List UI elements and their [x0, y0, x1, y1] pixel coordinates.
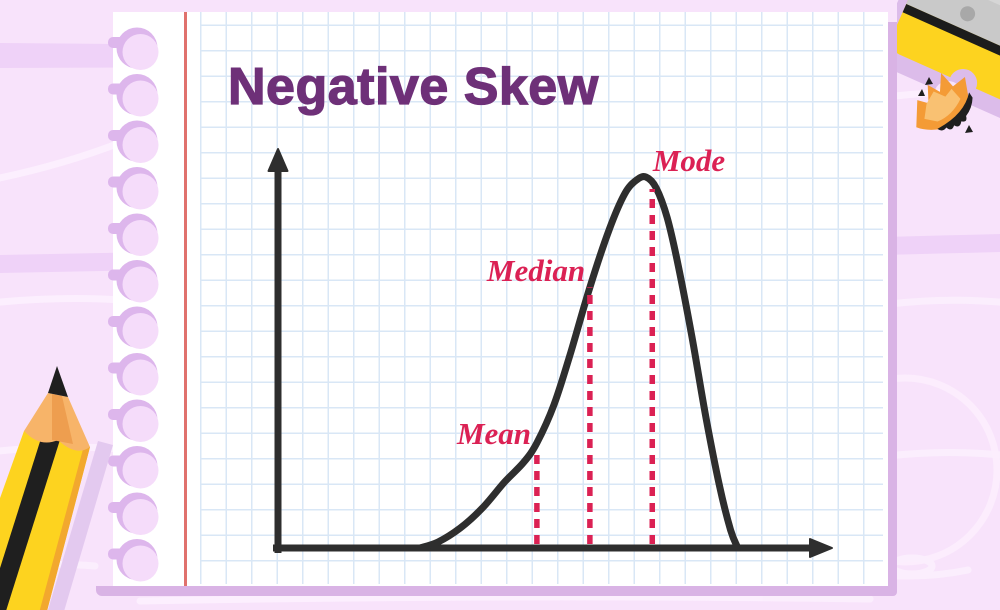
pencil-body	[0, 431, 90, 610]
sharpener-plate	[906, 0, 1000, 66]
spiral-ring-hole	[122, 359, 159, 396]
background-squiggle	[0, 295, 126, 306]
shaving-speck	[925, 77, 933, 85]
margin-line	[184, 12, 187, 586]
x-axis-arrow-icon	[809, 538, 833, 558]
label-median: Median	[486, 253, 585, 288]
sharpener-screw-icon	[960, 6, 976, 22]
pencil-wood-stripe	[52, 394, 73, 444]
label-mode: Mode	[652, 143, 726, 178]
spiral-ring-hole	[122, 127, 159, 163]
shaving-edge	[937, 92, 973, 131]
pencil-stripe	[0, 435, 60, 610]
spiral-ring-hole	[122, 80, 159, 117]
spiral-ring-hole	[122, 266, 159, 303]
label-mean: Mean	[456, 416, 531, 451]
pencil-shaving-icon	[916, 72, 973, 133]
y-axis-arrow-icon	[267, 148, 289, 172]
paper-shadow-bottom	[96, 586, 896, 596]
distribution-curve	[416, 173, 742, 552]
spiral-ring-hole	[122, 34, 159, 70]
background-squiggle	[886, 296, 1000, 308]
sharpener-blade-slot	[902, 4, 1000, 74]
background-squiggle	[136, 593, 874, 605]
spiral-rings	[108, 27, 159, 582]
spiral-ring-hole	[122, 173, 159, 210]
pencil-shadow	[47, 441, 113, 610]
pencil-graphite	[48, 366, 68, 397]
sharpener-icon	[897, 0, 1000, 122]
background-squiggle	[0, 138, 126, 182]
paper-shadow-right	[888, 22, 897, 596]
axes	[267, 148, 833, 558]
spiral-ring-hole	[122, 220, 159, 256]
shaving-speck	[965, 125, 973, 133]
spiral-ring-hole	[122, 452, 159, 489]
spiral-ring-hole	[122, 406, 159, 442]
spiral-ring-hole	[122, 313, 159, 349]
shaving-inner	[924, 88, 961, 122]
paper-grid	[200, 12, 883, 584]
spiral-ring-hole	[122, 499, 159, 535]
page-title: Negative Skew	[227, 57, 599, 116]
pencil-edge	[39, 445, 90, 610]
pencil-icon	[0, 366, 113, 610]
spiral-ring-hole	[122, 545, 159, 582]
shaving-speck	[918, 89, 925, 96]
annotations: Mean Median Mode	[456, 143, 725, 544]
